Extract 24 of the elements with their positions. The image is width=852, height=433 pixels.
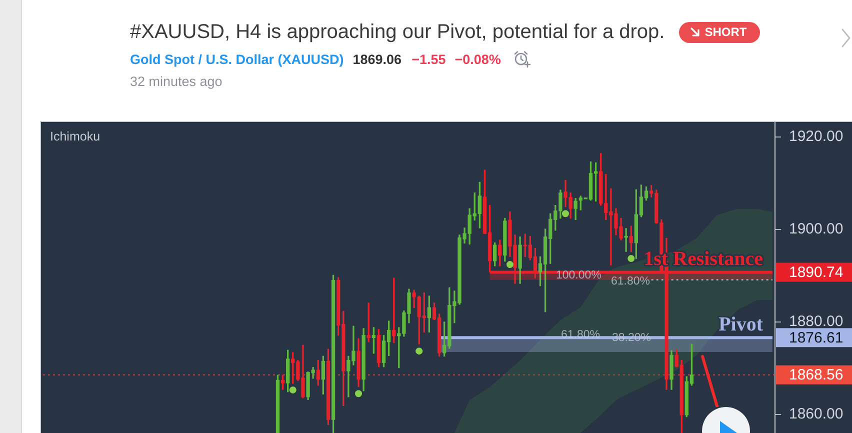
text: −0.08% <box>454 52 501 66</box>
point <box>562 210 569 218</box>
text: −1.55 <box>412 52 446 66</box>
text: SHORT <box>704 25 747 39</box>
candlestick <box>624 228 628 252</box>
point <box>416 348 423 355</box>
point <box>506 261 514 268</box>
text: 1869.06 <box>352 52 402 66</box>
text: 32 minutes ago <box>130 74 222 89</box>
chart-title: #XAUUSD, H4 is approaching our Pivot, potential for a drop. <box>130 20 665 44</box>
data-label: 1876.61 <box>789 329 844 346</box>
series-label: Pivot <box>718 314 764 336</box>
annotation: Ichimoku <box>50 130 100 144</box>
annotation: 61.80% <box>611 275 650 288</box>
point <box>289 386 296 394</box>
data-label: 1890.74 <box>789 264 844 281</box>
y-tick-label: 1900.00 <box>789 220 844 238</box>
chart-subtitle: Gold Spot / U.S. Dollar (XAUUSD) <box>130 52 344 66</box>
point <box>628 255 635 262</box>
ref-line-label: 1868.56 <box>789 366 844 384</box>
point <box>355 390 362 398</box>
y-tick-label: 1920.00 <box>789 128 844 145</box>
y-tick-label: 1880.00 <box>789 313 844 330</box>
y-tick-label: 1860.00 <box>789 406 844 423</box>
